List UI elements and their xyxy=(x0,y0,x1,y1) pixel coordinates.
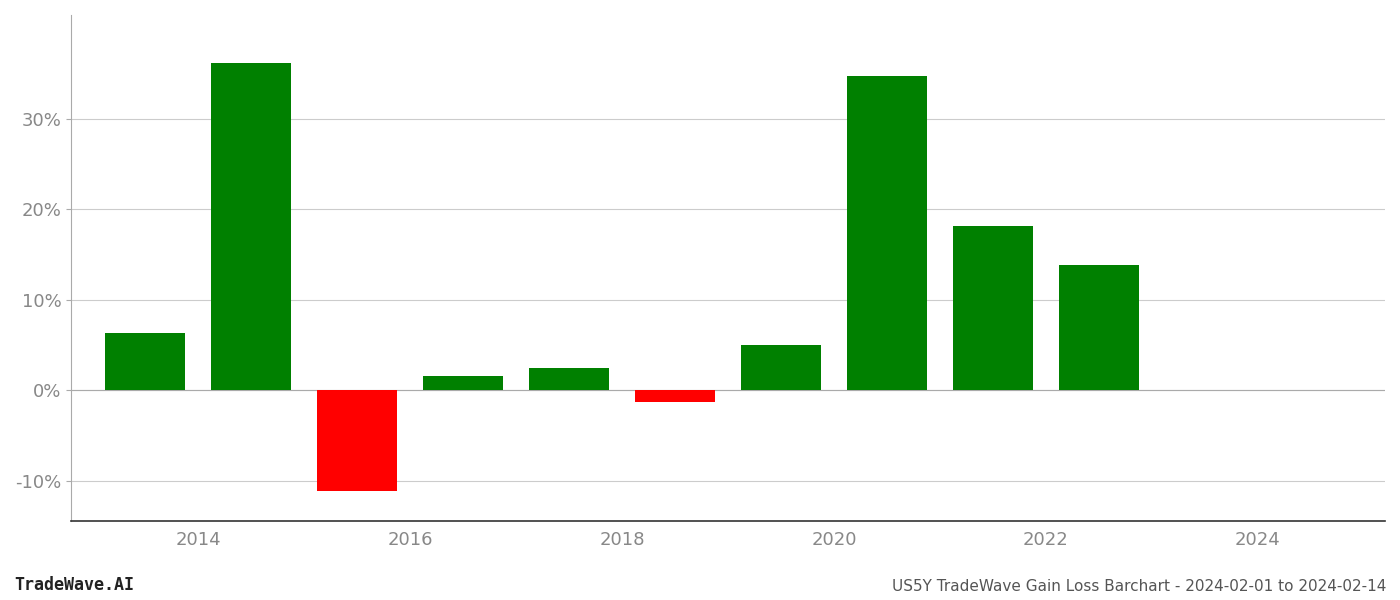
Bar xyxy=(953,226,1033,390)
Bar xyxy=(1060,265,1138,390)
Bar xyxy=(105,333,185,390)
Text: US5Y TradeWave Gain Loss Barchart - 2024-02-01 to 2024-02-14: US5Y TradeWave Gain Loss Barchart - 2024… xyxy=(892,579,1386,594)
Bar xyxy=(211,63,291,390)
Bar xyxy=(318,390,396,491)
Text: TradeWave.AI: TradeWave.AI xyxy=(14,576,134,594)
Bar xyxy=(423,376,503,390)
Bar xyxy=(636,390,715,402)
Bar xyxy=(741,345,820,390)
Bar xyxy=(529,368,609,390)
Bar xyxy=(847,76,927,390)
